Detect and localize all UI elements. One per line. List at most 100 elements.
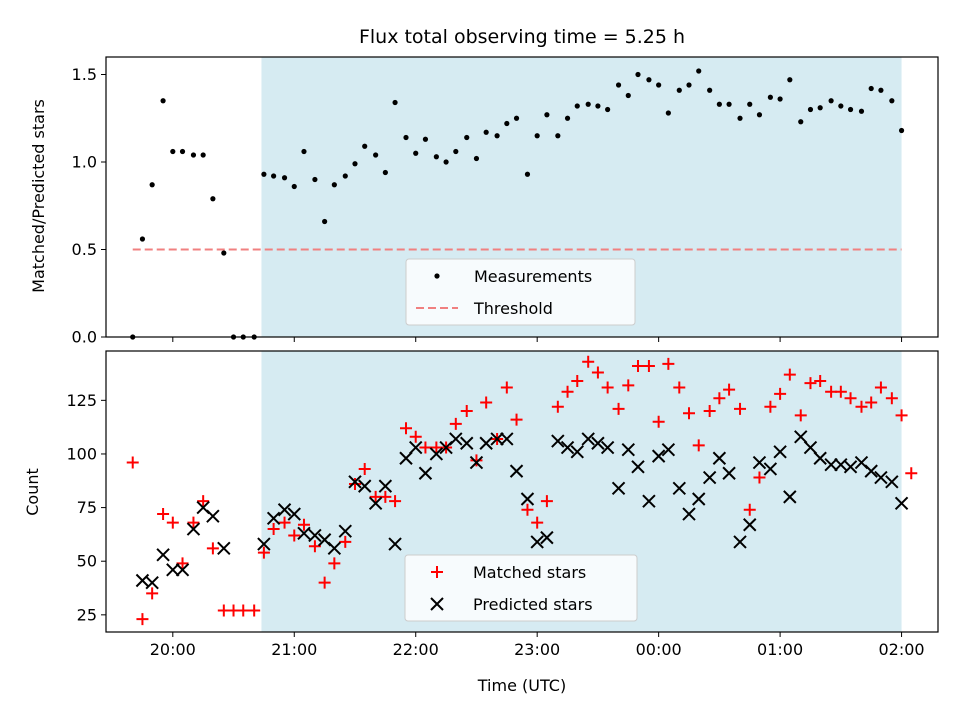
predicted-stars-point bbox=[186, 522, 201, 536]
bottom-legend: Matched stars Predicted stars bbox=[404, 554, 638, 622]
measurement-point bbox=[787, 77, 793, 83]
measurement-point bbox=[221, 250, 227, 256]
measurement-point bbox=[464, 134, 470, 141]
matched-stars-point bbox=[844, 392, 857, 405]
measurement-point bbox=[756, 112, 763, 118]
matched-stars-point bbox=[328, 557, 341, 570]
matched-stars-point bbox=[783, 368, 796, 381]
matched-stars-point bbox=[551, 400, 564, 413]
matched-stars-point bbox=[794, 409, 807, 422]
predicted-stars-point bbox=[166, 563, 180, 577]
matched-stars-point bbox=[187, 516, 200, 529]
chart-title: Flux total observing time = 5.25 h bbox=[359, 26, 685, 48]
matched-stars-point bbox=[257, 546, 270, 559]
matched-stars-point bbox=[166, 516, 179, 529]
predicted-stars-point bbox=[600, 440, 615, 455]
matched-stars-point bbox=[237, 604, 250, 617]
matched-stars-point bbox=[673, 381, 686, 394]
predicted-stars-point bbox=[824, 457, 838, 472]
predicted-stars-point bbox=[206, 509, 220, 523]
predicted-stars-point bbox=[591, 436, 605, 450]
measurement-point bbox=[858, 108, 865, 114]
matched-stars-point bbox=[591, 366, 604, 379]
predicted-stars-point bbox=[327, 541, 342, 556]
measurement-point bbox=[534, 133, 540, 139]
measurement-point bbox=[767, 94, 773, 100]
matched-stars-point bbox=[400, 422, 413, 435]
matched-stars-point bbox=[288, 529, 301, 542]
matched-stars-point bbox=[662, 357, 675, 370]
measurement-point bbox=[373, 152, 379, 158]
measurement-point bbox=[686, 82, 692, 88]
measurement-point bbox=[453, 148, 459, 155]
matched-stars-point bbox=[692, 439, 705, 452]
predicted-stars-point bbox=[864, 464, 878, 478]
predicted-stars-point bbox=[257, 537, 271, 551]
predicted-stars-point bbox=[551, 434, 565, 448]
bottom-y-tick-label: 100 bbox=[66, 444, 97, 463]
matched-stars-point bbox=[713, 392, 726, 405]
top-legend-box bbox=[405, 258, 636, 326]
predicted-stars-point bbox=[722, 466, 736, 480]
measurement-point bbox=[200, 152, 206, 158]
measurement-point bbox=[868, 85, 874, 92]
measurement-point bbox=[828, 98, 834, 104]
predicted-stars-point bbox=[743, 518, 757, 532]
matched-stars-point bbox=[460, 405, 473, 418]
measurement-point bbox=[433, 154, 439, 160]
matched-stars-point bbox=[703, 405, 716, 418]
measurement-point bbox=[817, 105, 823, 111]
measurement-point bbox=[656, 82, 662, 88]
measurement-point bbox=[473, 155, 480, 162]
measurement-point bbox=[625, 92, 631, 99]
measurement-point bbox=[605, 106, 611, 113]
legend-matched-label: Matched stars bbox=[473, 563, 586, 582]
matched-stars-point bbox=[582, 355, 595, 368]
predicted-stars-point bbox=[266, 511, 281, 526]
bottom-y-axis-label: Count bbox=[23, 468, 42, 516]
matched-stars-point bbox=[814, 375, 827, 388]
predicted-stars-point bbox=[490, 432, 504, 446]
predicted-stars-point bbox=[338, 524, 352, 538]
predicted-stars-point bbox=[287, 507, 301, 521]
matched-stars-point bbox=[126, 456, 139, 469]
predicted-stars-point bbox=[712, 451, 727, 465]
legend-matched-marker bbox=[431, 566, 443, 578]
predicted-stars-point bbox=[388, 537, 402, 551]
measurement-point bbox=[271, 173, 277, 179]
predicted-stars-point bbox=[156, 548, 170, 562]
matched-stars-point bbox=[500, 381, 513, 394]
predicted-stars-point bbox=[651, 449, 666, 463]
predicted-stars-point bbox=[217, 541, 231, 556]
measurement-point bbox=[898, 127, 905, 134]
measurement-point bbox=[555, 133, 561, 139]
predicted-stars-point bbox=[570, 445, 584, 459]
matched-stars-point bbox=[723, 383, 736, 396]
top-panel-marks bbox=[130, 68, 905, 340]
matched-stars-point bbox=[470, 454, 483, 467]
measurement-point bbox=[494, 133, 500, 139]
bottom-panel-ticks: 20:00 21:00 22:00 23:00 00:00 01:00 02:00 25 50 7… bbox=[66, 391, 924, 659]
matched-stars-point bbox=[642, 360, 655, 373]
measurement-point bbox=[635, 71, 641, 78]
top-panel-ticks: 0.0 0.5 1.0 1.5 bbox=[72, 65, 903, 347]
x-tick-label: 20:00 bbox=[150, 640, 196, 659]
matched-stars-point bbox=[612, 402, 625, 415]
predicted-stars-point bbox=[794, 430, 808, 444]
measurement-point bbox=[646, 77, 652, 83]
matched-stars-point bbox=[540, 495, 553, 508]
measurement-point bbox=[312, 176, 318, 183]
matched-stars-point bbox=[601, 381, 614, 394]
predicted-stars-point bbox=[692, 492, 706, 506]
measurement-point bbox=[483, 129, 489, 135]
predicted-stars-point bbox=[509, 464, 524, 478]
top-panel-ratio: 0.0 0.5 1.0 1.5 Matched/Predicted stars Mea… bbox=[29, 56, 939, 347]
measurement-point bbox=[747, 101, 753, 107]
predicted-stars-point bbox=[418, 466, 433, 480]
top-y-tick-label: 1.0 bbox=[72, 153, 97, 172]
matched-stars-point bbox=[764, 400, 777, 413]
matched-stars-point bbox=[348, 477, 361, 490]
bottom-panel-marks bbox=[126, 355, 918, 626]
measurement-point bbox=[737, 115, 743, 121]
matched-stars-point bbox=[753, 471, 766, 484]
